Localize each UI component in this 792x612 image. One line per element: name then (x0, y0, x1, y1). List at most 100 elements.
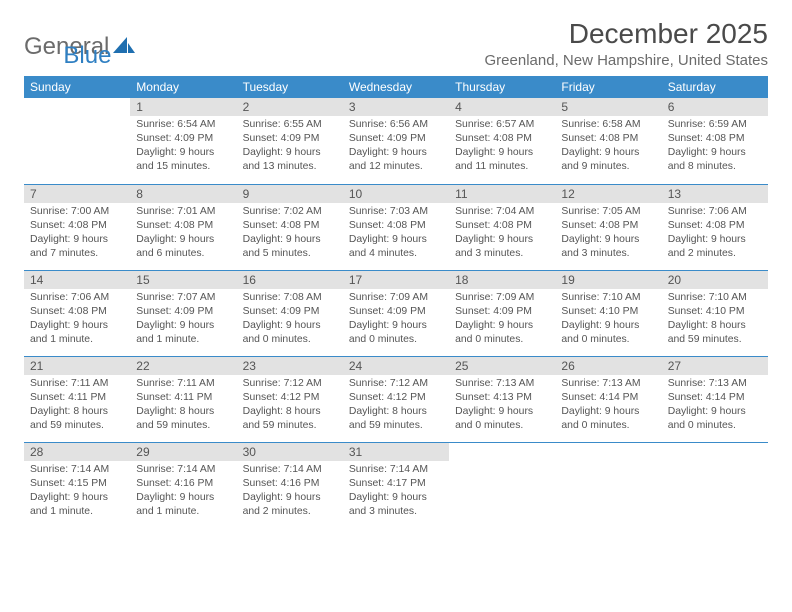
day-number: 25 (449, 357, 555, 375)
day-number: 20 (662, 271, 768, 289)
calendar-cell: 19 Sunrise: 7:10 AMSunset: 4:10 PMDayligh… (555, 270, 661, 356)
calendar-cell (24, 98, 130, 184)
day-number: 23 (237, 357, 343, 375)
day-info: Sunrise: 7:13 AMSunset: 4:14 PMDaylight:… (561, 377, 655, 433)
day-number: 13 (662, 185, 768, 203)
calendar-cell: 27 Sunrise: 7:13 AMSunset: 4:14 PMDayligh… (662, 356, 768, 442)
day-info: Sunrise: 7:12 AMSunset: 4:12 PMDaylight:… (243, 377, 337, 433)
day-info: Sunrise: 7:13 AMSunset: 4:14 PMDaylight:… (668, 377, 762, 433)
day-number: 24 (343, 357, 449, 375)
day-number: 28 (24, 443, 130, 461)
day-info: Sunrise: 7:09 AMSunset: 4:09 PMDaylight:… (349, 291, 443, 347)
day-info: Sunrise: 7:12 AMSunset: 4:12 PMDaylight:… (349, 377, 443, 433)
day-info: Sunrise: 6:56 AMSunset: 4:09 PMDaylight:… (349, 118, 443, 174)
day-info: Sunrise: 7:04 AMSunset: 4:08 PMDaylight:… (455, 205, 549, 261)
calendar-cell: 31Sunrise: 7:14 AMSunset: 4:17 PMDayligh… (343, 442, 449, 528)
day-info: Sunrise: 6:58 AMSunset: 4:08 PMDaylight:… (561, 118, 655, 174)
day-number: 30 (237, 443, 343, 461)
day-number: 8 (130, 185, 236, 203)
day-number: 27 (662, 357, 768, 375)
day-number: 7 (24, 185, 130, 203)
day-number: 1 (130, 98, 236, 116)
calendar-cell: 9Sunrise: 7:02 AMSunset: 4:08 PMDaylight… (237, 184, 343, 270)
title-block: December 2025 Greenland, New Hampshire, … (485, 18, 768, 69)
calendar-cell: 17 Sunrise: 7:09 AMSunset: 4:09 PMDayligh… (343, 270, 449, 356)
calendar-week-row: 7Sunrise: 7:00 AMSunset: 4:08 PMDaylight… (24, 184, 768, 270)
day-info: Sunrise: 7:06 AMSunset: 4:08 PMDaylight:… (668, 205, 762, 261)
calendar-cell: 13 Sunrise: 7:06 AMSunset: 4:08 PMDayligh… (662, 184, 768, 270)
day-number: 14 (24, 271, 130, 289)
day-number: 17 (343, 271, 449, 289)
page-title: December 2025 (485, 18, 768, 50)
weekday-header-row: SundayMondayTuesdayWednesdayThursdayFrid… (24, 76, 768, 98)
weekday-header: Friday (555, 76, 661, 98)
weekday-header: Thursday (449, 76, 555, 98)
calendar-cell: 16Sunrise: 7:08 AMSunset: 4:09 PMDayligh… (237, 270, 343, 356)
weekday-header: Wednesday (343, 76, 449, 98)
calendar-week-row: 28 Sunrise: 7:14 AMSunset: 4:15 PMDayligh… (24, 442, 768, 528)
calendar-week-row: 1 Sunrise: 6:54 AMSunset: 4:09 PMDaylight… (24, 98, 768, 184)
location-text: Greenland, New Hampshire, United States (485, 52, 768, 69)
day-info: Sunrise: 7:10 AMSunset: 4:10 PMDaylight:… (561, 291, 655, 347)
calendar-cell: 23 Sunrise: 7:12 AMSunset: 4:12 PMDayligh… (237, 356, 343, 442)
day-info: Sunrise: 7:02 AMSunset: 4:08 PMDaylight:… (243, 205, 337, 261)
weekday-header: Saturday (662, 76, 768, 98)
day-number: 21 (24, 357, 130, 375)
calendar-cell: 28 Sunrise: 7:14 AMSunset: 4:15 PMDayligh… (24, 442, 130, 528)
day-number: 18 (449, 271, 555, 289)
day-number: 4 (449, 98, 555, 116)
day-number: 3 (343, 98, 449, 116)
calendar-week-row: 14 Sunrise: 7:06 AMSunset: 4:08 PMDayligh… (24, 270, 768, 356)
brand-sail-icon (113, 35, 135, 60)
day-info: Sunrise: 7:11 AMSunset: 4:11 PMDaylight:… (30, 377, 124, 433)
calendar-cell: 29Sunrise: 7:14 AMSunset: 4:16 PMDayligh… (130, 442, 236, 528)
day-number: 5 (555, 98, 661, 116)
day-info: Sunrise: 7:10 AMSunset: 4:10 PMDaylight:… (668, 291, 762, 347)
calendar-cell: 8Sunrise: 7:01 AMSunset: 4:08 PMDaylight… (130, 184, 236, 270)
day-number: 26 (555, 357, 661, 375)
calendar-cell: 26 Sunrise: 7:13 AMSunset: 4:14 PMDayligh… (555, 356, 661, 442)
brand-name-b: Blue (63, 42, 111, 69)
calendar-cell: 6 Sunrise: 6:59 AMSunset: 4:08 PMDaylight… (662, 98, 768, 184)
calendar-cell: 25 Sunrise: 7:13 AMSunset: 4:13 PMDayligh… (449, 356, 555, 442)
calendar-cell: 21 Sunrise: 7:11 AMSunset: 4:11 PMDayligh… (24, 356, 130, 442)
calendar-cell: 7Sunrise: 7:00 AMSunset: 4:08 PMDaylight… (24, 184, 130, 270)
calendar-cell: 2 Sunrise: 6:55 AMSunset: 4:09 PMDaylight… (237, 98, 343, 184)
day-info: Sunrise: 7:14 AMSunset: 4:16 PMDaylight:… (243, 463, 337, 519)
header: General Blue December 2025 Greenland, Ne… (24, 18, 768, 70)
day-info: Sunrise: 6:59 AMSunset: 4:08 PMDaylight:… (668, 118, 762, 174)
calendar-cell: 11Sunrise: 7:04 AMSunset: 4:08 PMDayligh… (449, 184, 555, 270)
day-number: 22 (130, 357, 236, 375)
calendar-cell (555, 442, 661, 528)
calendar-cell: 24 Sunrise: 7:12 AMSunset: 4:12 PMDayligh… (343, 356, 449, 442)
calendar-week-row: 21 Sunrise: 7:11 AMSunset: 4:11 PMDayligh… (24, 356, 768, 442)
weekday-header: Monday (130, 76, 236, 98)
day-info: Sunrise: 7:05 AMSunset: 4:08 PMDaylight:… (561, 205, 655, 261)
calendar-cell: 3 Sunrise: 6:56 AMSunset: 4:09 PMDaylight… (343, 98, 449, 184)
day-info: Sunrise: 7:11 AMSunset: 4:11 PMDaylight:… (136, 377, 230, 433)
day-number: 29 (130, 443, 236, 461)
day-info: Sunrise: 7:14 AMSunset: 4:15 PMDaylight:… (30, 463, 124, 519)
day-number: 16 (237, 271, 343, 289)
weekday-header: Sunday (24, 76, 130, 98)
calendar-cell (662, 442, 768, 528)
day-info: Sunrise: 7:14 AMSunset: 4:17 PMDaylight:… (349, 463, 443, 519)
calendar-cell: 20 Sunrise: 7:10 AMSunset: 4:10 PMDayligh… (662, 270, 768, 356)
calendar-cell: 30 Sunrise: 7:14 AMSunset: 4:16 PMDayligh… (237, 442, 343, 528)
day-info: Sunrise: 7:13 AMSunset: 4:13 PMDaylight:… (455, 377, 549, 433)
calendar-cell: 22 Sunrise: 7:11 AMSunset: 4:11 PMDayligh… (130, 356, 236, 442)
day-info: Sunrise: 7:09 AMSunset: 4:09 PMDaylight:… (455, 291, 549, 347)
day-info: Sunrise: 6:57 AMSunset: 4:08 PMDaylight:… (455, 118, 549, 174)
day-info: Sunrise: 7:06 AMSunset: 4:08 PMDaylight:… (30, 291, 124, 347)
brand-logo: General Blue (24, 24, 111, 70)
calendar-cell: 15Sunrise: 7:07 AMSunset: 4:09 PMDayligh… (130, 270, 236, 356)
calendar-cell: 5 Sunrise: 6:58 AMSunset: 4:08 PMDaylight… (555, 98, 661, 184)
calendar-cell: 4 Sunrise: 6:57 AMSunset: 4:08 PMDaylight… (449, 98, 555, 184)
calendar-table: SundayMondayTuesdayWednesdayThursdayFrid… (24, 76, 768, 528)
day-info: Sunrise: 6:55 AMSunset: 4:09 PMDaylight:… (243, 118, 337, 174)
day-info: Sunrise: 6:54 AMSunset: 4:09 PMDaylight:… (136, 118, 230, 174)
day-number: 2 (237, 98, 343, 116)
day-number: 19 (555, 271, 661, 289)
day-number: 6 (662, 98, 768, 116)
day-number: 12 (555, 185, 661, 203)
